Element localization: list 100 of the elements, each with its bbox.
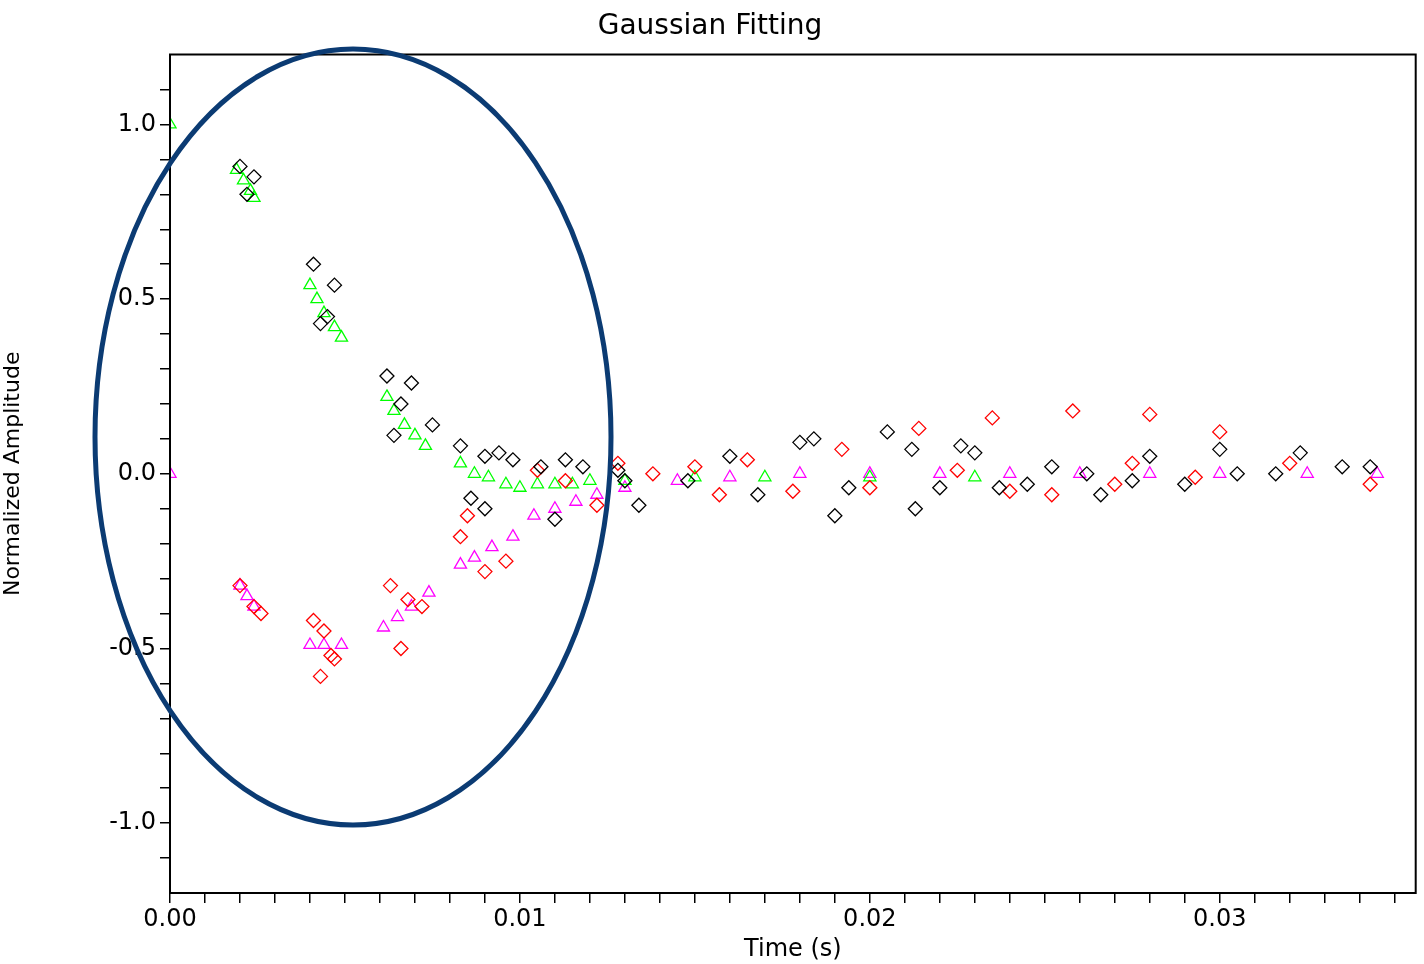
point <box>310 291 324 304</box>
point <box>379 368 395 384</box>
point <box>904 441 920 457</box>
point <box>240 588 254 601</box>
point <box>758 469 772 482</box>
point <box>841 480 857 496</box>
point <box>506 529 520 541</box>
point <box>1212 424 1228 440</box>
point <box>1124 455 1140 471</box>
point <box>229 162 244 175</box>
point <box>879 424 895 440</box>
point <box>933 466 947 478</box>
point <box>618 473 632 485</box>
point <box>477 563 493 580</box>
point <box>645 466 661 482</box>
point <box>404 598 419 611</box>
point <box>387 403 401 416</box>
point <box>617 473 633 489</box>
point <box>452 438 469 454</box>
point <box>467 549 482 562</box>
point <box>1212 441 1228 457</box>
point <box>247 190 261 202</box>
point <box>422 584 436 597</box>
point <box>305 612 322 629</box>
point <box>984 410 1000 426</box>
point <box>418 438 433 450</box>
point <box>1292 445 1308 461</box>
point <box>316 623 332 639</box>
point <box>236 172 251 185</box>
point <box>505 452 521 468</box>
point <box>834 441 850 457</box>
point <box>863 466 877 478</box>
point <box>477 448 493 464</box>
point <box>305 256 322 272</box>
point <box>557 473 574 489</box>
point <box>499 476 513 489</box>
point <box>326 277 343 293</box>
y-tick-label: 0.5 <box>117 283 156 312</box>
point <box>246 169 262 185</box>
point <box>1002 483 1018 499</box>
point <box>481 469 496 482</box>
point <box>303 277 317 290</box>
point <box>792 434 808 451</box>
point <box>498 553 514 569</box>
point <box>1334 459 1350 475</box>
point <box>453 455 468 468</box>
point <box>334 637 349 650</box>
point <box>1044 459 1060 475</box>
point <box>393 640 409 657</box>
point <box>1093 487 1109 503</box>
point <box>317 305 331 318</box>
point <box>547 511 563 527</box>
point <box>968 469 982 482</box>
point <box>1362 476 1378 492</box>
point <box>680 473 696 489</box>
point <box>319 308 336 325</box>
point <box>991 480 1007 496</box>
x-tick-label: 0.00 <box>143 903 197 932</box>
point <box>688 469 702 482</box>
point <box>408 427 422 440</box>
point <box>1229 466 1245 482</box>
point <box>530 476 545 489</box>
point <box>397 417 412 430</box>
point <box>670 473 685 485</box>
point <box>739 452 756 468</box>
point <box>1268 466 1284 482</box>
point <box>1065 403 1081 419</box>
x-axis-title: Time (s) <box>743 933 842 962</box>
point <box>590 487 604 499</box>
point <box>932 480 948 496</box>
x-tick-label: 0.03 <box>1193 903 1247 932</box>
point <box>862 480 878 496</box>
point <box>527 508 541 520</box>
point <box>687 459 703 475</box>
point <box>1003 466 1017 478</box>
point <box>723 469 737 482</box>
point <box>1177 476 1193 492</box>
point <box>485 539 499 552</box>
chart-title: Gaussian Fitting <box>597 8 823 42</box>
point <box>1300 466 1314 478</box>
point <box>785 483 801 499</box>
point <box>246 598 262 615</box>
point <box>565 476 580 489</box>
point <box>1187 469 1203 485</box>
point <box>376 619 391 632</box>
point <box>1142 406 1158 423</box>
point <box>1142 448 1158 464</box>
point <box>911 420 927 437</box>
point <box>239 186 255 202</box>
point <box>575 459 591 475</box>
point <box>390 609 405 622</box>
point <box>1124 473 1140 489</box>
point <box>452 529 469 545</box>
point <box>232 577 248 594</box>
point <box>1107 476 1123 492</box>
y-axis-title: Normalized Amplitude <box>0 351 24 597</box>
point <box>953 438 969 454</box>
point <box>303 637 317 650</box>
point <box>1073 466 1087 478</box>
point <box>589 497 605 513</box>
